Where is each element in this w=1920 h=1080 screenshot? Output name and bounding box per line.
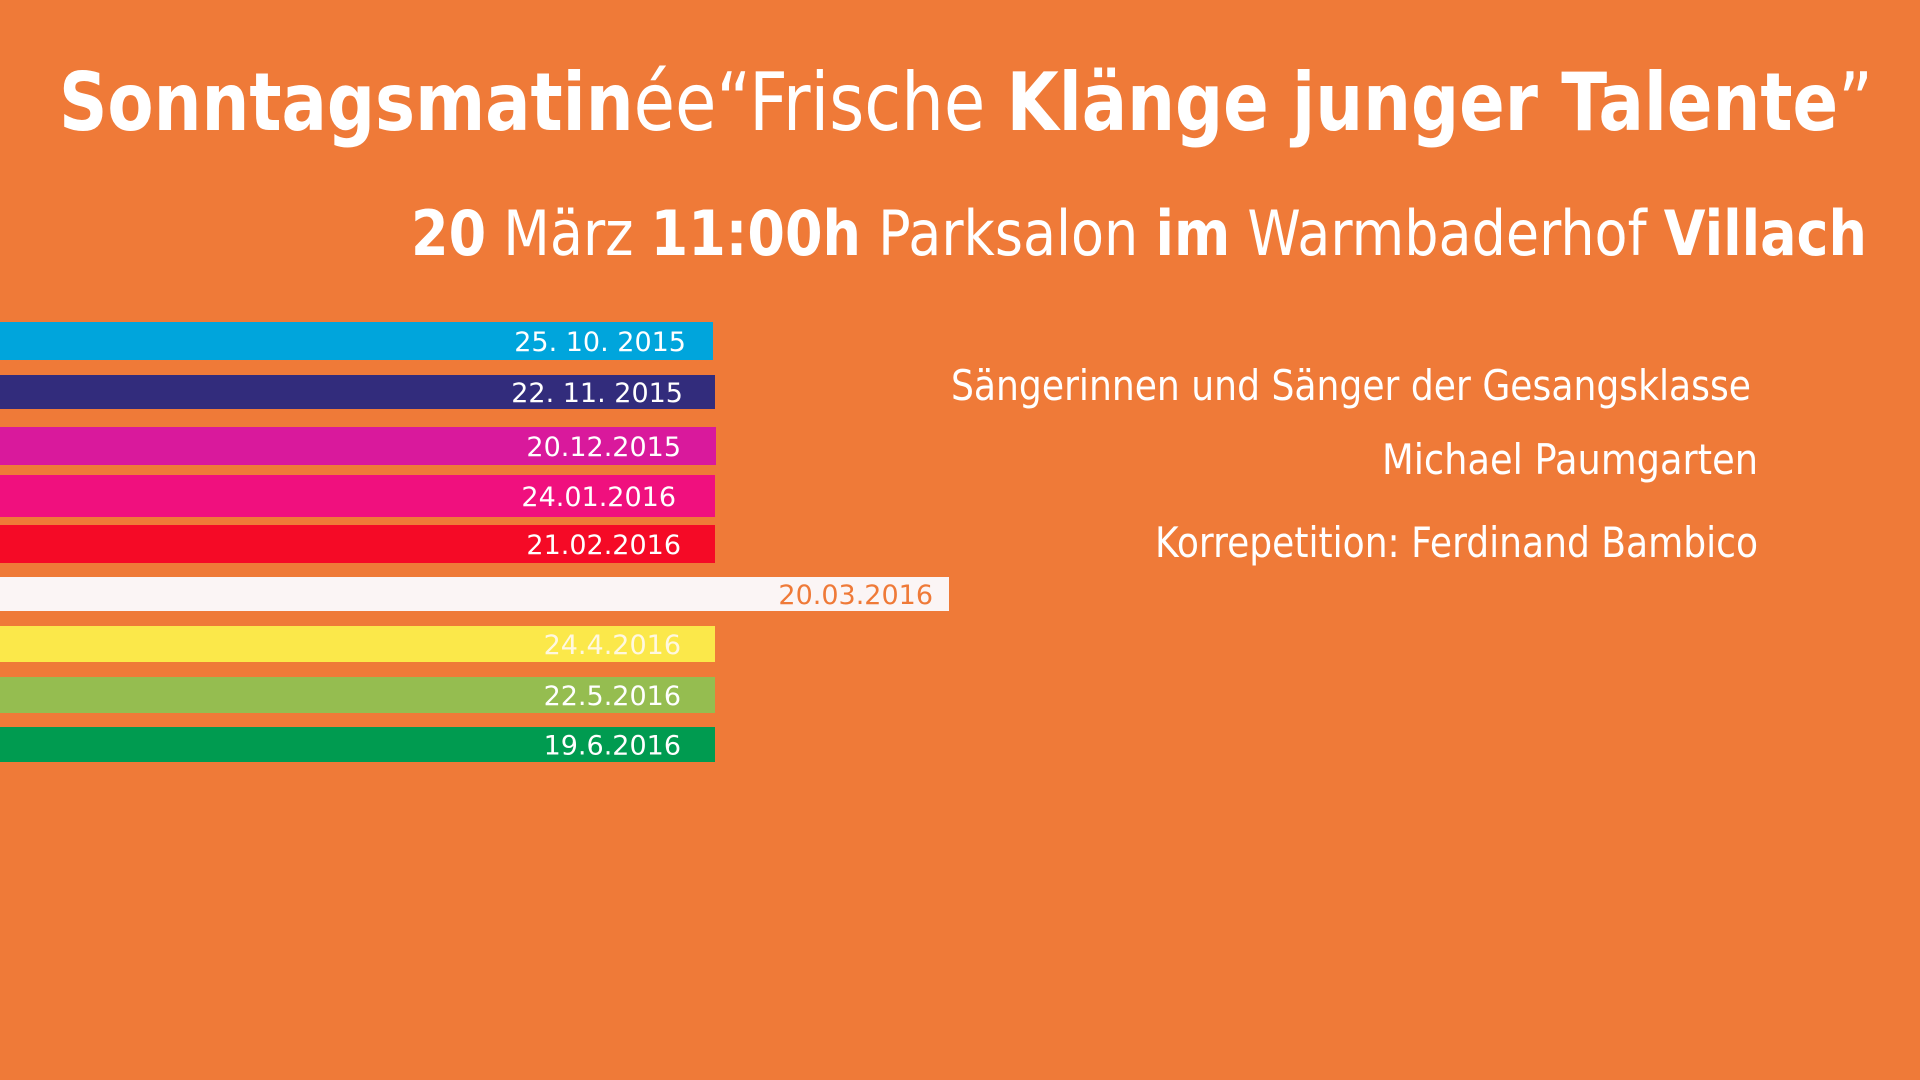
info-line: Korrepetition: Ferdinand Bambico	[1155, 518, 1758, 567]
date-label: 24.4.2016	[544, 630, 681, 661]
title-part: Klänge junger Talente	[1007, 56, 1839, 149]
title: Sonntagsmatinée“Frische Klänge junger Ta…	[59, 56, 1873, 149]
info-line: Sängerinnen und Sänger der Gesangsklasse	[951, 361, 1751, 410]
date-bar	[0, 427, 716, 465]
date-label: 22. 11. 2015	[511, 378, 683, 409]
date-label: 20.03.2016	[778, 580, 933, 611]
date-bar	[0, 626, 715, 662]
date-label: 25. 10. 2015	[514, 327, 686, 358]
date-label: 20.12.2015	[526, 432, 681, 463]
subtitle-part: März	[486, 197, 651, 270]
date-bar	[0, 475, 715, 517]
date-bar	[0, 577, 949, 611]
date-bar	[0, 525, 715, 563]
date-label: 22.5.2016	[544, 681, 681, 712]
subtitle-part: Villach	[1664, 197, 1867, 270]
title-part: “Frische	[716, 56, 1006, 149]
subtitle: 20 März 11:00h Parksalon im Warmbaderhof…	[411, 197, 1867, 270]
date-bar	[0, 727, 715, 762]
date-label: 21.02.2016	[526, 530, 681, 561]
date-bar	[0, 322, 713, 360]
title-part: ”	[1838, 56, 1873, 149]
subtitle-part: 11:00h	[651, 197, 861, 270]
subtitle-part: 20	[411, 197, 486, 270]
date-label: 19.6.2016	[544, 731, 681, 762]
subtitle-part: Warmbaderhof	[1230, 197, 1664, 270]
date-bar	[0, 375, 715, 409]
subtitle-part: Parksalon	[861, 197, 1155, 270]
date-label: 24.01.2016	[521, 482, 676, 513]
date-bar	[0, 677, 715, 713]
subtitle-part: im	[1155, 197, 1230, 270]
info-line: Michael Paumgarten	[1382, 435, 1758, 484]
title-part: Sonntagsmatin	[59, 56, 634, 149]
title-part: ée	[634, 56, 717, 149]
